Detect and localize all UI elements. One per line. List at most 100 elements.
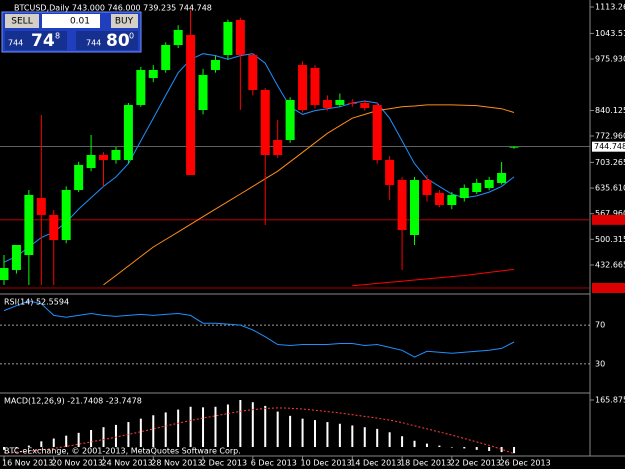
candle-body bbox=[298, 65, 308, 111]
macd-bar bbox=[239, 399, 242, 448]
x-tick-label: 22 Dec 2013 bbox=[450, 459, 501, 468]
rsi-line bbox=[3, 300, 515, 358]
sell-label[interactable]: SELL bbox=[11, 17, 32, 27]
x-tick-label: 6 Dec 2013 bbox=[251, 459, 297, 468]
candle-body bbox=[335, 99, 345, 105]
level-box bbox=[592, 282, 625, 293]
macd-bar bbox=[65, 435, 68, 448]
candle-body bbox=[36, 197, 46, 215]
y-tick-label: 840.125 bbox=[595, 106, 625, 115]
moving-average bbox=[352, 268, 515, 287]
candle-body bbox=[198, 74, 208, 111]
lot-input[interactable] bbox=[42, 14, 100, 28]
macd-bar bbox=[500, 447, 503, 453]
candle-body bbox=[273, 139, 283, 156]
macd-bar bbox=[326, 422, 329, 448]
macd-bar bbox=[276, 411, 279, 448]
candle-body bbox=[74, 164, 84, 190]
candle-body bbox=[472, 182, 482, 193]
buy-label[interactable]: BUY bbox=[115, 17, 134, 27]
macd-bar bbox=[301, 418, 304, 448]
candle-body bbox=[0, 268, 9, 280]
macd-bar bbox=[15, 447, 18, 449]
macd-signal bbox=[3, 407, 515, 455]
x-tick-label: 24 Nov 2013 bbox=[102, 459, 153, 468]
x-tick-label: 14 Dec 2013 bbox=[350, 459, 401, 468]
buy-price-small[interactable]: 744 bbox=[86, 39, 101, 48]
macd-bar bbox=[90, 430, 93, 448]
macd-bar bbox=[289, 415, 292, 448]
x-tick-label: 28 Nov 2013 bbox=[151, 459, 202, 468]
macd-bar bbox=[40, 441, 43, 448]
y-tick-label: 567.960 bbox=[595, 209, 625, 218]
macd-bar bbox=[189, 406, 192, 448]
candle-body bbox=[49, 214, 59, 240]
candle-body bbox=[173, 29, 183, 45]
macd-tick-label: 165.8752 bbox=[595, 395, 625, 404]
y-tick-label: 1113.260 bbox=[595, 2, 625, 11]
sell-price-box[interactable] bbox=[5, 31, 67, 50]
rsi-tick-label: 30 bbox=[595, 359, 605, 368]
x-tick-label: 18 Dec 2013 bbox=[400, 459, 451, 468]
candle-body bbox=[210, 60, 220, 70]
candle-body bbox=[11, 244, 21, 270]
macd-bar bbox=[251, 402, 254, 448]
macd-bar bbox=[338, 423, 341, 448]
macd-bar bbox=[177, 409, 180, 448]
buy-price-sup[interactable]: 0 bbox=[129, 32, 134, 41]
macd-bar bbox=[388, 432, 391, 448]
rsi-title: RSI(14) 52.5594 bbox=[4, 298, 69, 307]
y-tick-label: 703.265 bbox=[595, 158, 625, 167]
candle-body bbox=[422, 179, 432, 195]
macd-bar bbox=[351, 425, 354, 448]
y-tick-label: 1043.515 bbox=[595, 29, 625, 38]
candle-body bbox=[186, 34, 196, 175]
candle-body bbox=[322, 99, 332, 108]
buy-button[interactable] bbox=[111, 14, 138, 28]
sell-price-big[interactable]: 74 bbox=[31, 31, 55, 51]
x-tick-label: 20 Nov 2013 bbox=[52, 459, 103, 468]
macd-bar bbox=[425, 443, 428, 448]
macd-bar bbox=[114, 424, 117, 448]
macd-bar bbox=[488, 447, 491, 451]
macd-bar bbox=[52, 438, 55, 448]
candle-body bbox=[161, 44, 171, 70]
macd-bar bbox=[102, 427, 105, 448]
candle-body bbox=[136, 69, 146, 105]
buy-price-big[interactable]: 80 bbox=[106, 31, 130, 51]
macd-bar bbox=[450, 447, 453, 448]
sell-price-sup[interactable]: 8 bbox=[55, 32, 60, 41]
macd-bar bbox=[214, 406, 217, 448]
macd-bar bbox=[226, 404, 229, 448]
candle-body bbox=[310, 68, 320, 105]
candle-body bbox=[410, 179, 420, 235]
current-price-box bbox=[592, 141, 625, 152]
footer: BTC-eExchange, © 2001-2013, MetaQuotes S… bbox=[4, 447, 241, 456]
macd-bar bbox=[164, 412, 167, 448]
candle-body bbox=[61, 189, 71, 240]
sell-price-small[interactable]: 744 bbox=[8, 39, 23, 48]
sell-button[interactable] bbox=[5, 14, 39, 28]
macd-bar bbox=[363, 427, 366, 448]
x-tick-label: 10 Dec 2013 bbox=[301, 459, 352, 468]
x-tick-label: 26 Dec 2013 bbox=[500, 459, 551, 468]
candle-body bbox=[24, 194, 34, 256]
candle-body bbox=[447, 194, 457, 206]
candle-body bbox=[397, 179, 407, 230]
macd-bar bbox=[139, 418, 142, 448]
candle-body bbox=[99, 155, 109, 160]
candle-body bbox=[123, 104, 133, 160]
lot-value[interactable]: 0.01 bbox=[70, 17, 90, 27]
candle-body bbox=[459, 187, 469, 198]
macd-bar bbox=[438, 445, 441, 448]
candle-body bbox=[497, 172, 507, 183]
y-tick-label: 432.665 bbox=[595, 260, 625, 269]
candle-body bbox=[148, 69, 158, 79]
macd-bar bbox=[401, 436, 404, 448]
macd-bar bbox=[202, 407, 205, 448]
candle-body bbox=[86, 155, 96, 169]
macd-bar bbox=[413, 440, 416, 448]
current-price-label: 744.748 bbox=[594, 142, 625, 151]
buy-price-box[interactable] bbox=[76, 31, 138, 50]
